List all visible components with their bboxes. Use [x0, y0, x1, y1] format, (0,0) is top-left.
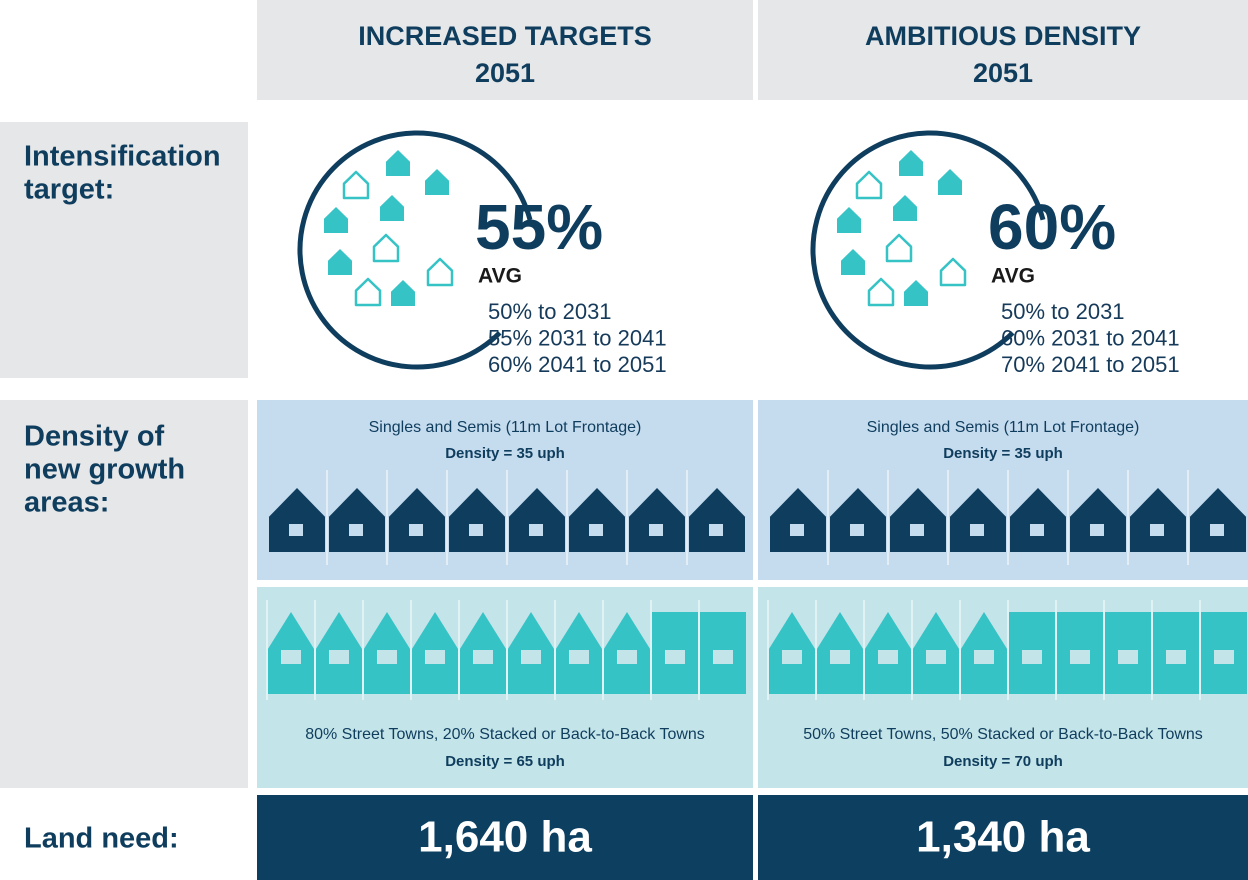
target-phase: 55% 2031 to 2041 — [488, 325, 667, 350]
house-icon — [837, 207, 861, 233]
town-window — [329, 650, 349, 664]
house-window — [790, 524, 804, 536]
infographic: Intensificationtarget: Density ofnew grow… — [0, 0, 1248, 880]
house-window — [1150, 524, 1164, 536]
house-window — [529, 524, 543, 536]
singles-density: Density = 35 uph — [943, 445, 1063, 462]
house-icon — [386, 150, 410, 176]
house-window — [970, 524, 984, 536]
row-label: areas: — [24, 487, 109, 519]
target-percent: 60% — [988, 191, 1116, 263]
singles-density: Density = 35 uph — [445, 445, 565, 462]
column-title: INCREASED TARGETS — [358, 21, 652, 51]
house-window — [589, 524, 603, 536]
house-window — [349, 524, 363, 536]
house-window — [469, 524, 483, 536]
house-window — [709, 524, 723, 536]
singles-label: Singles and Semis (11m Lot Frontage) — [369, 419, 642, 436]
house-window — [649, 524, 663, 536]
house-icon — [356, 279, 380, 305]
house-icon — [857, 172, 881, 198]
house-icon — [899, 150, 923, 176]
house-window — [409, 524, 423, 536]
town-window — [782, 650, 802, 664]
house-icon — [941, 259, 965, 285]
house-icon — [869, 279, 893, 305]
town-window — [926, 650, 946, 664]
target-avg: AVG — [991, 265, 1035, 288]
column-year: 2051 — [475, 58, 535, 88]
house-icon — [328, 249, 352, 275]
towns-label: 50% Street Towns, 50% Stacked or Back-to… — [803, 726, 1203, 743]
house-icon — [428, 259, 452, 285]
house-icon — [344, 172, 368, 198]
target-phase: 60% 2031 to 2041 — [1001, 325, 1180, 350]
target-phase: 50% to 2031 — [488, 299, 612, 324]
target-phase: 70% 2041 to 2051 — [1001, 352, 1180, 377]
town-window — [617, 650, 637, 664]
row-label: new growth — [24, 454, 185, 486]
house-window — [289, 524, 303, 536]
house-icon — [324, 207, 348, 233]
town-window — [281, 650, 301, 664]
house-icon — [938, 169, 962, 195]
target-phase: 60% 2041 to 2051 — [488, 352, 667, 377]
row-label: Intensification — [24, 141, 221, 173]
towns-density: Density = 65 uph — [445, 753, 565, 770]
house-icon — [841, 249, 865, 275]
town-window — [878, 650, 898, 664]
row-label: Density of — [24, 421, 165, 453]
town-window — [1118, 650, 1138, 664]
town-window — [569, 650, 589, 664]
town-window — [1166, 650, 1186, 664]
row-label: Land need: — [24, 823, 179, 855]
land-need-value: 1,340 ha — [916, 813, 1090, 862]
house-window — [910, 524, 924, 536]
column-title: AMBITIOUS DENSITY — [865, 21, 1141, 51]
row-label: target: — [24, 174, 114, 206]
house-icon — [380, 195, 404, 221]
town-window — [521, 650, 541, 664]
land-need-value: 1,640 ha — [418, 813, 592, 862]
target-phase: 50% to 2031 — [1001, 299, 1125, 324]
house-window — [1210, 524, 1224, 536]
town-window — [377, 650, 397, 664]
singles-label: Singles and Semis (11m Lot Frontage) — [867, 419, 1140, 436]
towns-density: Density = 70 uph — [943, 753, 1063, 770]
town-window — [1070, 650, 1090, 664]
house-window — [1030, 524, 1044, 536]
town-window — [425, 650, 445, 664]
house-window — [1090, 524, 1104, 536]
town-window — [1022, 650, 1042, 664]
house-window — [850, 524, 864, 536]
house-icon — [904, 280, 928, 306]
town-window — [665, 650, 685, 664]
house-icon — [887, 235, 911, 261]
town-window — [1214, 650, 1234, 664]
town-window — [974, 650, 994, 664]
house-icon — [893, 195, 917, 221]
house-icon — [425, 169, 449, 195]
target-avg: AVG — [478, 265, 522, 288]
column-year: 2051 — [973, 58, 1033, 88]
house-icon — [391, 280, 415, 306]
towns-label: 80% Street Towns, 20% Stacked or Back-to… — [305, 726, 705, 743]
house-icon — [374, 235, 398, 261]
town-window — [830, 650, 850, 664]
target-percent: 55% — [475, 191, 603, 263]
town-window — [473, 650, 493, 664]
town-window — [713, 650, 733, 664]
